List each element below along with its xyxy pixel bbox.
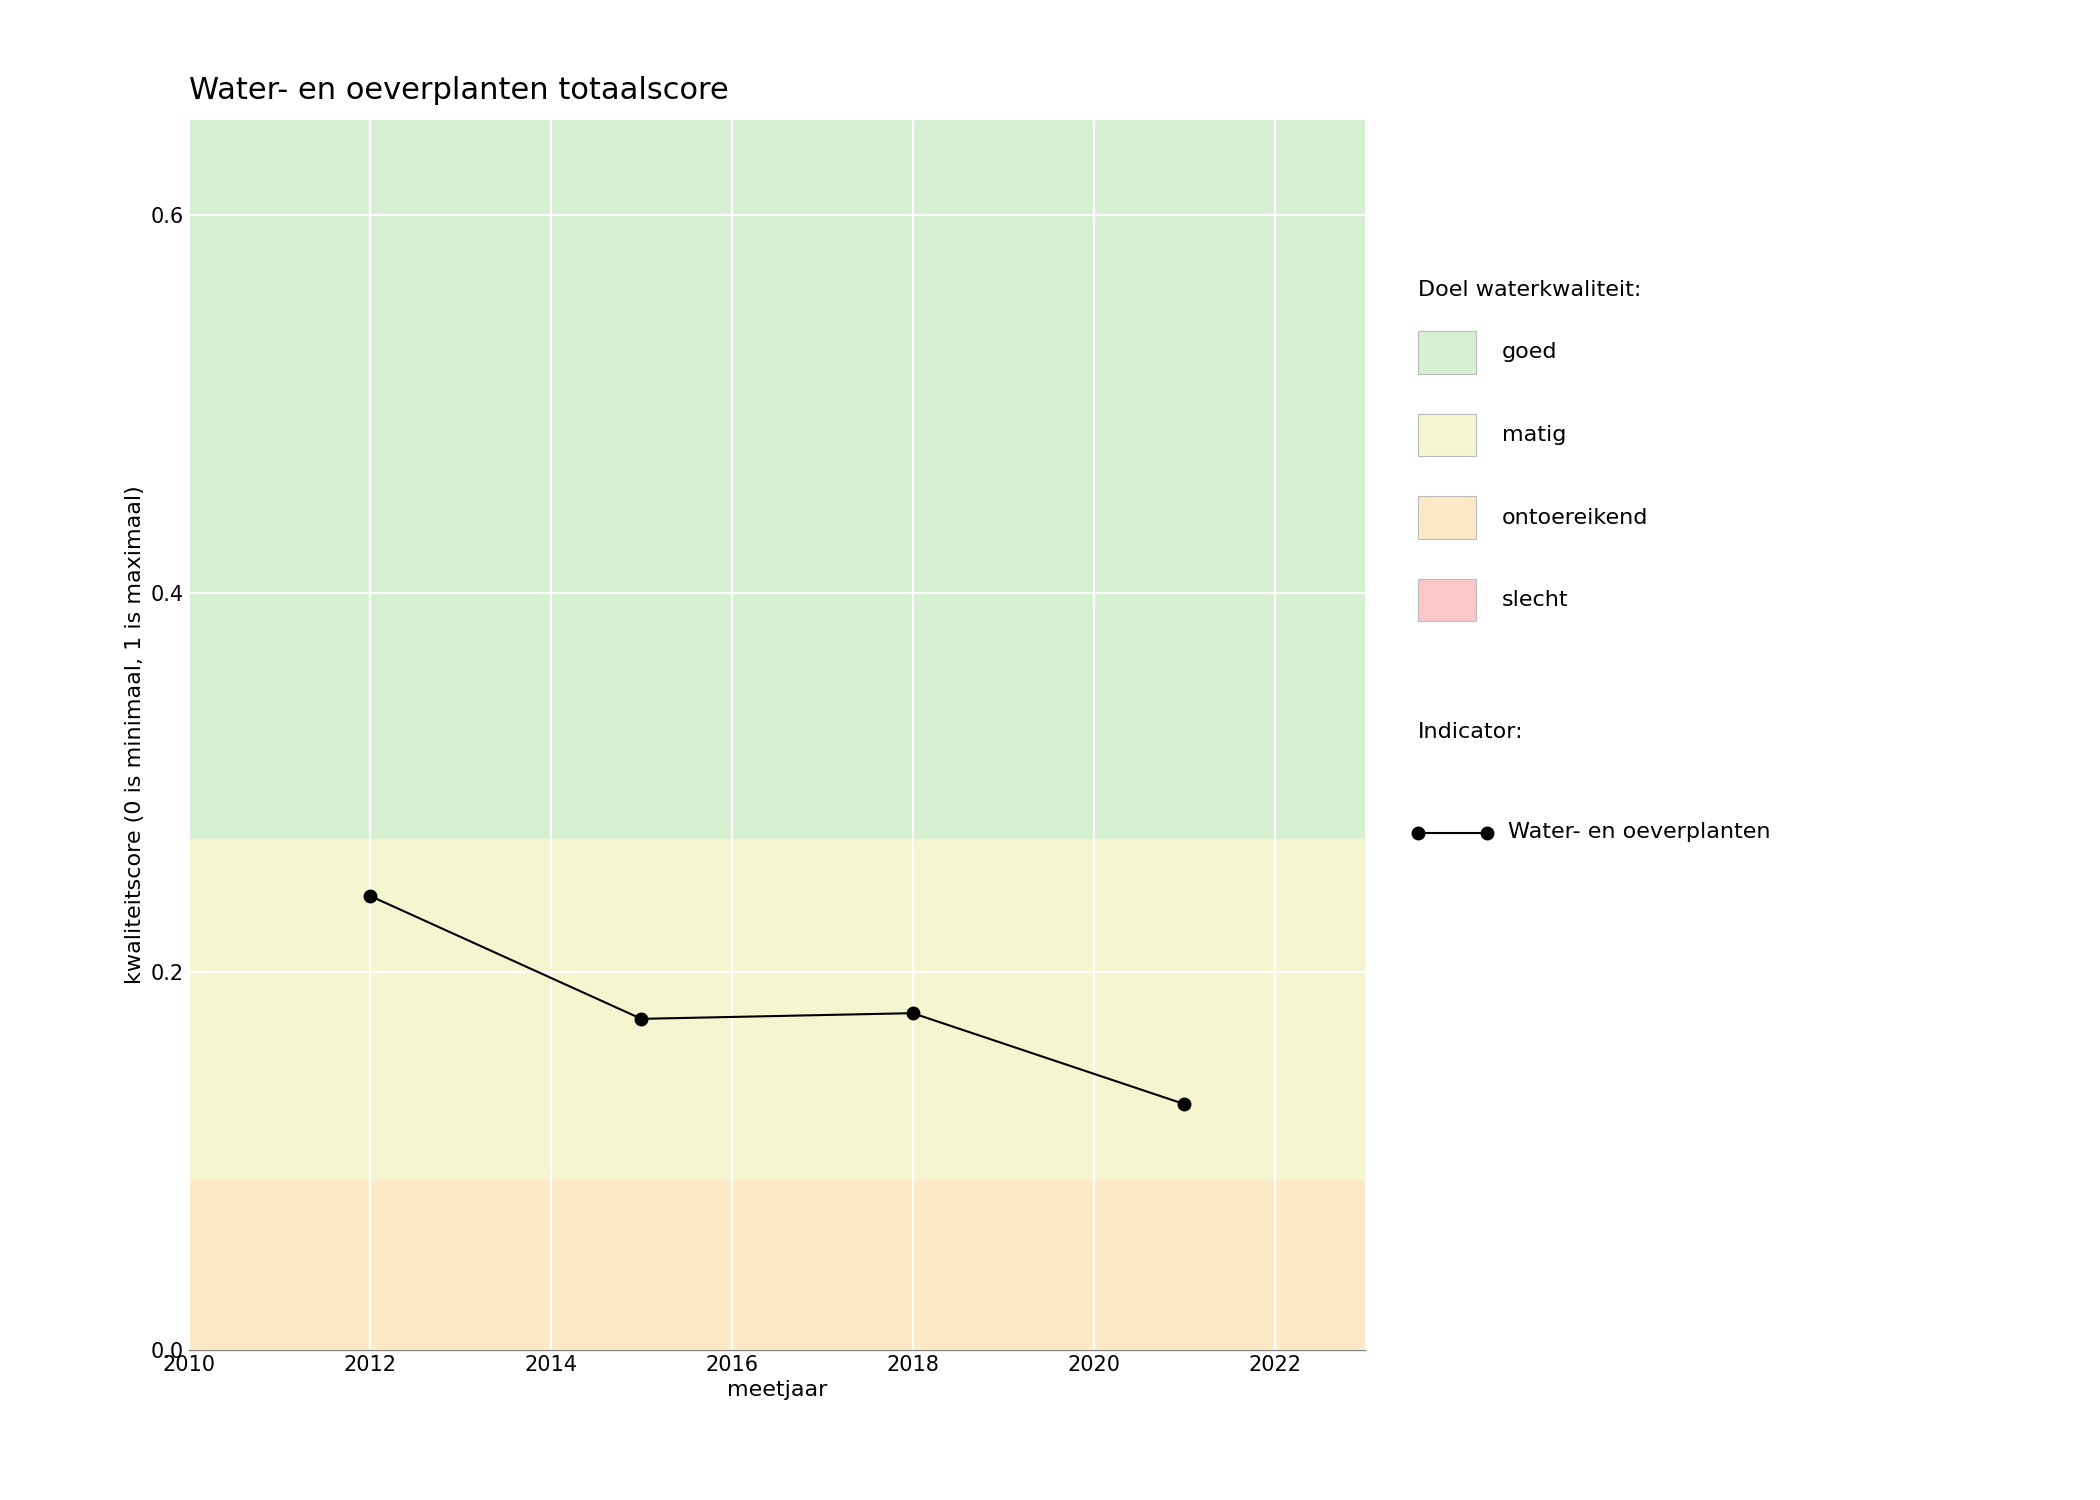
X-axis label: meetjaar: meetjaar — [727, 1380, 827, 1401]
Text: matig: matig — [1502, 424, 1567, 445]
Bar — [189, 1350, 1365, 1500]
Y-axis label: kwaliteitscore (0 is minimaal, 1 is maximaal): kwaliteitscore (0 is minimaal, 1 is maxi… — [126, 486, 145, 984]
Text: goed: goed — [1502, 342, 1556, 363]
Text: Water- en oeverplanten: Water- en oeverplanten — [1508, 822, 1770, 843]
Text: slecht: slecht — [1502, 590, 1569, 610]
Text: Doel waterkwaliteit:: Doel waterkwaliteit: — [1418, 280, 1640, 300]
Bar — [189, 1179, 1365, 1350]
Text: Indicator:: Indicator: — [1418, 723, 1522, 742]
Bar — [189, 839, 1365, 1179]
Bar — [189, 0, 1365, 839]
Text: Water- en oeverplanten totaalscore: Water- en oeverplanten totaalscore — [189, 76, 729, 105]
Text: ontoereikend: ontoereikend — [1502, 507, 1649, 528]
